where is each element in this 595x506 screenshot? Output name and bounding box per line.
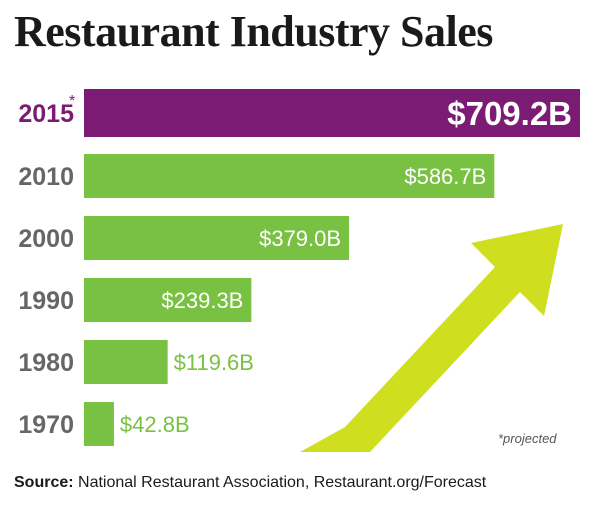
value-label-1990: $239.3B xyxy=(161,288,243,313)
bar-1990 xyxy=(84,278,252,322)
source-line: Source: National Restaurant Association,… xyxy=(14,474,486,492)
bar-1970 xyxy=(84,402,114,446)
year-label-2010: 2010 xyxy=(18,163,74,191)
value-label-1970: $42.8B xyxy=(120,412,190,437)
bars-group: 2015* $709.2B 2010 $586.7B 2000 $379.0B 1990 $2… xyxy=(18,89,580,446)
bar-2015 xyxy=(84,89,580,137)
year-label-2015: 2015 xyxy=(18,100,74,128)
source-text: National Restaurant Association, Restaur… xyxy=(78,474,487,491)
year-label-1970: 1970 xyxy=(18,411,74,439)
bar-2010 xyxy=(84,154,495,198)
source-label: Source: xyxy=(14,474,74,491)
value-label-1980: $119.6B xyxy=(174,350,254,375)
projected-mark: * xyxy=(69,93,75,110)
footnote: *projected xyxy=(498,431,557,446)
year-label-1980: 1980 xyxy=(18,349,74,377)
bar-2000 xyxy=(84,216,350,260)
year-label-1990: 1990 xyxy=(18,287,74,315)
bar-chart: 2015* $709.2B 2010 $586.7B 2000 $379.0B 1990 $2… xyxy=(18,89,580,452)
value-label-2010: $586.7B xyxy=(404,164,486,189)
value-label-2000: $379.0B xyxy=(259,226,341,251)
year-label-2000: 2000 xyxy=(18,225,74,253)
value-label-2015: $709.2B xyxy=(447,95,572,132)
growth-arrow xyxy=(300,224,563,452)
chart-title: Restaurant Industry Sales xyxy=(14,7,493,56)
bar-1980 xyxy=(84,340,168,384)
